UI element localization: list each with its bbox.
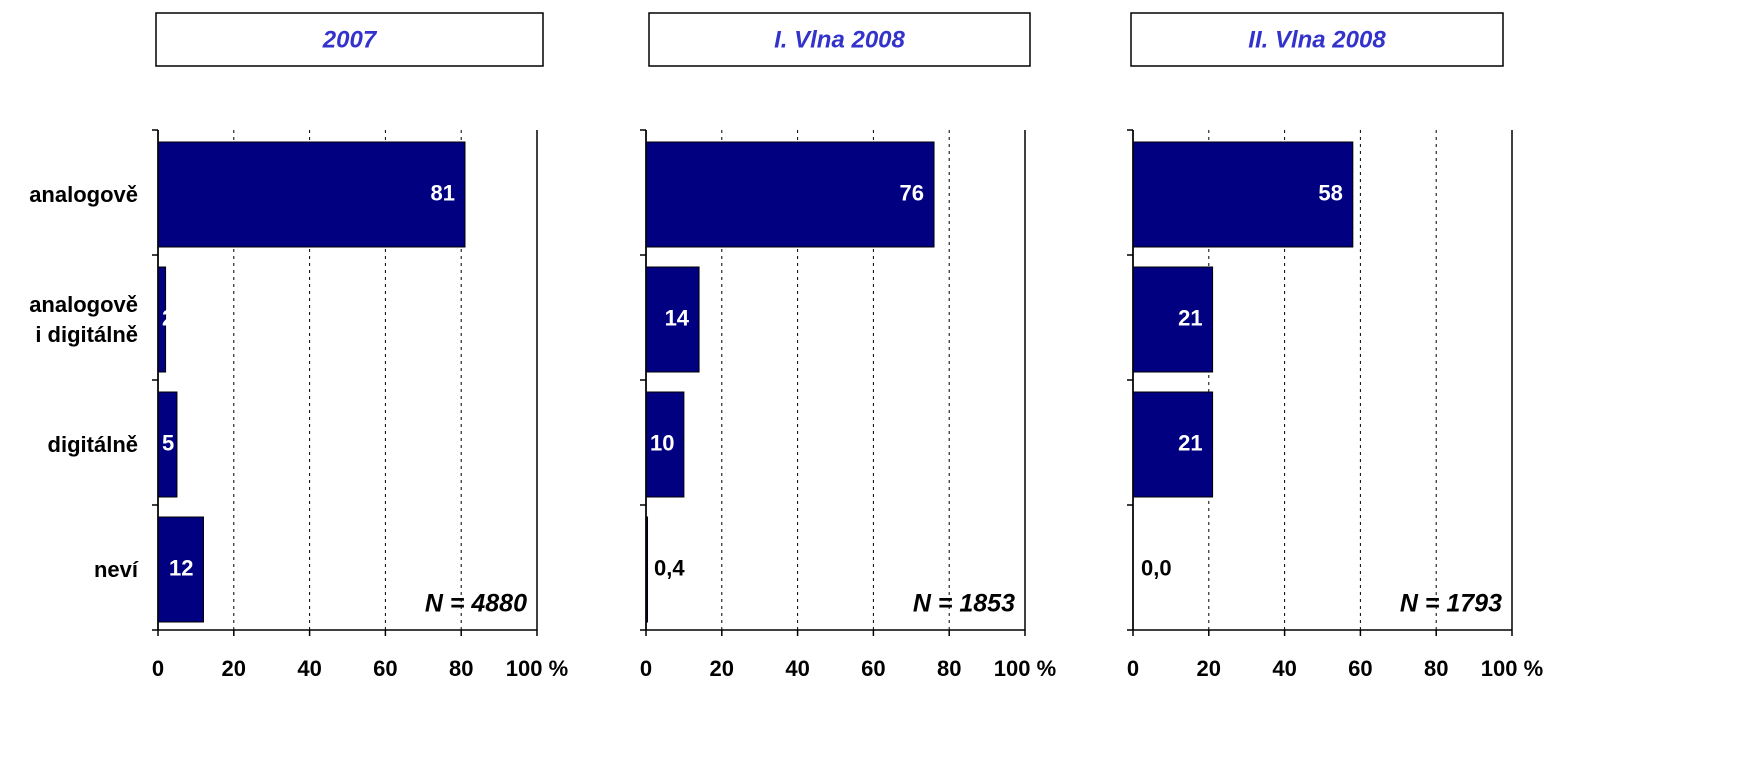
value-label: 81 [431, 180, 455, 205]
x-tick-label: 80 [1424, 656, 1448, 681]
x-tick-label: 40 [785, 656, 809, 681]
x-tick-label: 0 [152, 656, 164, 681]
x-tick-label: 0 [1127, 656, 1139, 681]
y-tick-label: analogově i digitálně [29, 291, 138, 347]
chart-title: 2007 [322, 26, 378, 53]
bar [645, 266, 700, 373]
title-box [648, 12, 1031, 67]
title-box [1130, 12, 1504, 67]
value-label: 14 [665, 305, 690, 330]
value-label: 0,4 [654, 555, 685, 580]
annotation: N = 1853 [913, 590, 1015, 618]
bar [157, 141, 466, 248]
x-tick-label: 80 [449, 656, 473, 681]
value-label: 0,0 [1141, 555, 1172, 580]
y-tick-label: digitálně [47, 431, 138, 457]
x-tick-label: 100 % [506, 656, 568, 681]
bar [1132, 266, 1214, 373]
x-tick-label: 60 [373, 656, 397, 681]
x-tick-label: 100 % [1481, 656, 1543, 681]
value-label: 5 [162, 430, 174, 455]
annotation: N = 1793 [1400, 590, 1502, 618]
bar [1132, 391, 1214, 498]
y-tick-label: neví [93, 556, 138, 582]
x-tick-label: 100 % [994, 656, 1056, 681]
x-tick-label: 20 [1197, 656, 1221, 681]
y-tick-label: analogově [29, 181, 138, 207]
chart-title: II. Vlna 2008 [1248, 26, 1386, 53]
value-label: 2 [162, 305, 174, 330]
value-label: 10 [650, 430, 674, 455]
x-tick-label: 20 [710, 656, 734, 681]
bar [645, 141, 935, 248]
x-tick-label: 0 [640, 656, 652, 681]
bar [1132, 141, 1354, 248]
title-box [155, 12, 544, 67]
bar [645, 391, 685, 498]
annotation: N = 4880 [425, 590, 527, 618]
x-tick-label: 60 [1348, 656, 1372, 681]
x-tick-label: 20 [222, 656, 246, 681]
value-label: 21 [1178, 305, 1202, 330]
value-label: 12 [169, 555, 193, 580]
value-label: 76 [900, 180, 924, 205]
x-tick-label: 40 [1272, 656, 1296, 681]
chart-title: I. Vlna 2008 [774, 26, 905, 53]
value-label: 21 [1178, 430, 1202, 455]
value-label: 58 [1318, 180, 1342, 205]
x-tick-label: 40 [297, 656, 321, 681]
x-tick-label: 80 [937, 656, 961, 681]
x-tick-label: 60 [861, 656, 885, 681]
